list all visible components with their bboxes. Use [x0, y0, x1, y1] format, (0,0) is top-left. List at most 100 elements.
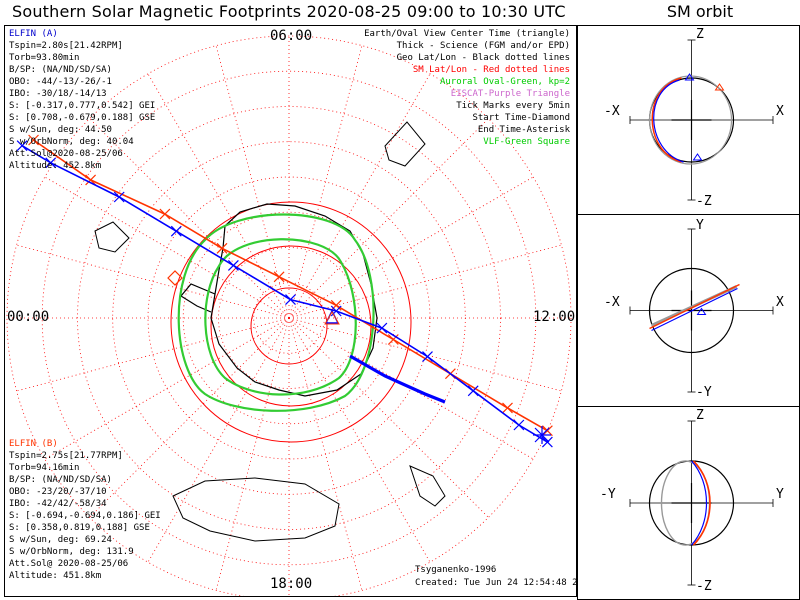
- axis-label-right: X: [776, 295, 784, 310]
- track-tick-mark: [285, 294, 296, 306]
- axis-label-left: -Y: [600, 487, 616, 502]
- page-title: Southern Solar Magnetic Footprints 2020-…: [12, 2, 566, 21]
- info-line: Tspin=2.75s[21.77RPM]: [9, 451, 123, 461]
- sm-orbit-xz-plot: [629, 39, 774, 201]
- view-center-triangle: [714, 83, 725, 91]
- track-tick-mark: [541, 425, 553, 437]
- axis-label-top: Y: [696, 218, 704, 233]
- track-tick-mark: [170, 225, 182, 237]
- view-center-triangle: [324, 311, 340, 325]
- spacecraft-name: ELFIN (A): [9, 29, 58, 39]
- elfin-a-track: [21, 145, 548, 443]
- legend-entry: Tick Marks every 5min: [456, 101, 570, 111]
- sm-longitude-line: [89, 317, 290, 518]
- info-line: Att.Sol@2020-08-25/06: [9, 149, 123, 159]
- info-line: S: [-0.694,-0.694,0.186] GEI: [9, 511, 161, 521]
- axis-label-bottom: -Z: [696, 194, 712, 209]
- start-diamond-marker: [167, 270, 183, 286]
- sm-longitude-line: [288, 176, 534, 319]
- sm-orbit-yz-plot: [629, 420, 774, 586]
- info-line: S w/Sun, deg: 69.24: [9, 535, 112, 545]
- legend-entry: Auroral Oval-Green, kp=2: [439, 77, 570, 87]
- info-line: Torb=94.16min: [9, 463, 80, 473]
- legend-entry: EISCAT-Purple Triangle: [450, 89, 570, 99]
- info-line: S: [0.358,0.819,0.188] GSE: [9, 523, 150, 533]
- elfin-a-orbit: [651, 287, 738, 332]
- legend-entry: End Time-Asterisk: [477, 125, 570, 135]
- legend-entry: SM Lat/Lon - Red dotted lines: [412, 65, 570, 75]
- created-timestamp: Created: Tue Jun 24 12:54:48 2023: [415, 578, 594, 588]
- track-tick-mark: [513, 419, 525, 431]
- sm-latitude-circle: [41, 70, 537, 566]
- info-line: OBO: -44/-13/-26/-1: [9, 77, 112, 87]
- info-line: IBO: -42/42/-58/34: [9, 499, 107, 509]
- auroral-oval-inner: [204, 238, 357, 396]
- sm-orbit-xy-panel: Y -Y -X X: [577, 214, 800, 407]
- spacecraft-name: ELFIN (B): [9, 439, 58, 449]
- axis-label-left: -X: [604, 295, 620, 310]
- sm-orbit-yz-panel: Z -Z -Y Y: [577, 406, 800, 600]
- view-center-triangle: [696, 307, 707, 315]
- info-line: S w/OrbNorm, deg: 131.9: [9, 547, 134, 557]
- info-line: Att.Sol@ 2020-08-25/06: [9, 559, 129, 569]
- sm-latitude-circle: [77, 106, 501, 530]
- sm-longitude-line: [89, 118, 290, 319]
- elfin-b-info: ELFIN (B) Tspin=2.75s[21.77RPM] Torb=94.16…: [9, 438, 161, 582]
- sm-inner-circle: [250, 287, 328, 365]
- sm-latitude-circle: [253, 282, 325, 354]
- antarctica-outline: [210, 203, 378, 397]
- track-tick-mark: [45, 157, 57, 169]
- mlt-label-00: 00:00: [7, 309, 50, 325]
- info-line: B/SP: (NA/ND/SD/SA): [9, 475, 112, 485]
- info-line: S w/Sun, deg: 44.50: [9, 125, 112, 135]
- sm-longitude-line: [147, 317, 290, 563]
- track-tick-mark: [16, 140, 28, 152]
- sm-longitude-line: [44, 176, 290, 319]
- legend-entry: VLF-Green Square: [483, 137, 570, 147]
- axis-label-bottom: -Z: [696, 579, 712, 594]
- legend-entry: Geo Lat/Lon - Black dotted lines: [396, 53, 570, 63]
- info-line: S: [0.708,-0.679,0.188] GSE: [9, 113, 156, 123]
- info-line: Torb=93.80min: [9, 53, 80, 63]
- track-tick-mark: [467, 385, 479, 397]
- info-line: OBO: -23/20/-37/10: [9, 487, 107, 497]
- elfin-a-orbit: [691, 460, 708, 546]
- track-tick-mark: [422, 351, 433, 363]
- info-line: IBO: -30/18/-14/13: [9, 89, 107, 99]
- sm-longitude-line: [288, 45, 363, 319]
- elfin-b-track: [33, 139, 548, 432]
- info-line: S w/OrbNorm, deg: 40.04: [9, 137, 134, 147]
- sm-longitude-line: [147, 73, 290, 319]
- axis-label-bottom: -Y: [696, 385, 712, 400]
- new-zealand-outline: [409, 465, 446, 507]
- mlt-label-12: 12:00: [533, 309, 576, 325]
- axis-label-top: Z: [696, 408, 704, 423]
- sm-latitude-circle: [182, 211, 396, 425]
- track-tick-mark: [159, 208, 171, 220]
- elfin-a-orbit: [653, 79, 684, 163]
- earth-circle: [648, 267, 735, 354]
- elfin-a-science-segment: [349, 354, 446, 404]
- info-line: S: [-0.317,0.777,0.542] GEI: [9, 101, 156, 111]
- info-line: Altitude: 452.8km: [9, 161, 102, 171]
- track-tick-mark: [113, 191, 125, 203]
- legend-entry: Start Time-Diamond: [472, 113, 570, 123]
- footprint-map-plot: [6, 35, 572, 596]
- sm-orbit-xy-plot: [629, 228, 774, 393]
- footprint-map-panel: 06:00 00:00 12:00 18:00 Earth/Oval View …: [4, 25, 594, 597]
- sm-longitude-line: [288, 317, 489, 518]
- track-tick-mark: [28, 134, 39, 146]
- model-credit: Tsyganenko-1996: [415, 565, 497, 575]
- landmass-outline: [384, 121, 426, 167]
- elfin-b-orbit: [651, 77, 682, 163]
- australia-outline: [172, 477, 340, 542]
- track-tick-mark: [273, 271, 285, 283]
- sm-inner-circle: [170, 201, 412, 443]
- track-tick-mark: [387, 334, 399, 345]
- auroral-oval-outer: [177, 213, 375, 412]
- elfin-b-orbit: [649, 283, 740, 330]
- mlt-label-06: 06:00: [270, 28, 313, 44]
- sm-latitude-circle: [218, 247, 360, 389]
- sm-longitude-line: [16, 317, 290, 392]
- info-line: Tspin=2.80s[21.42RPM]: [9, 41, 123, 51]
